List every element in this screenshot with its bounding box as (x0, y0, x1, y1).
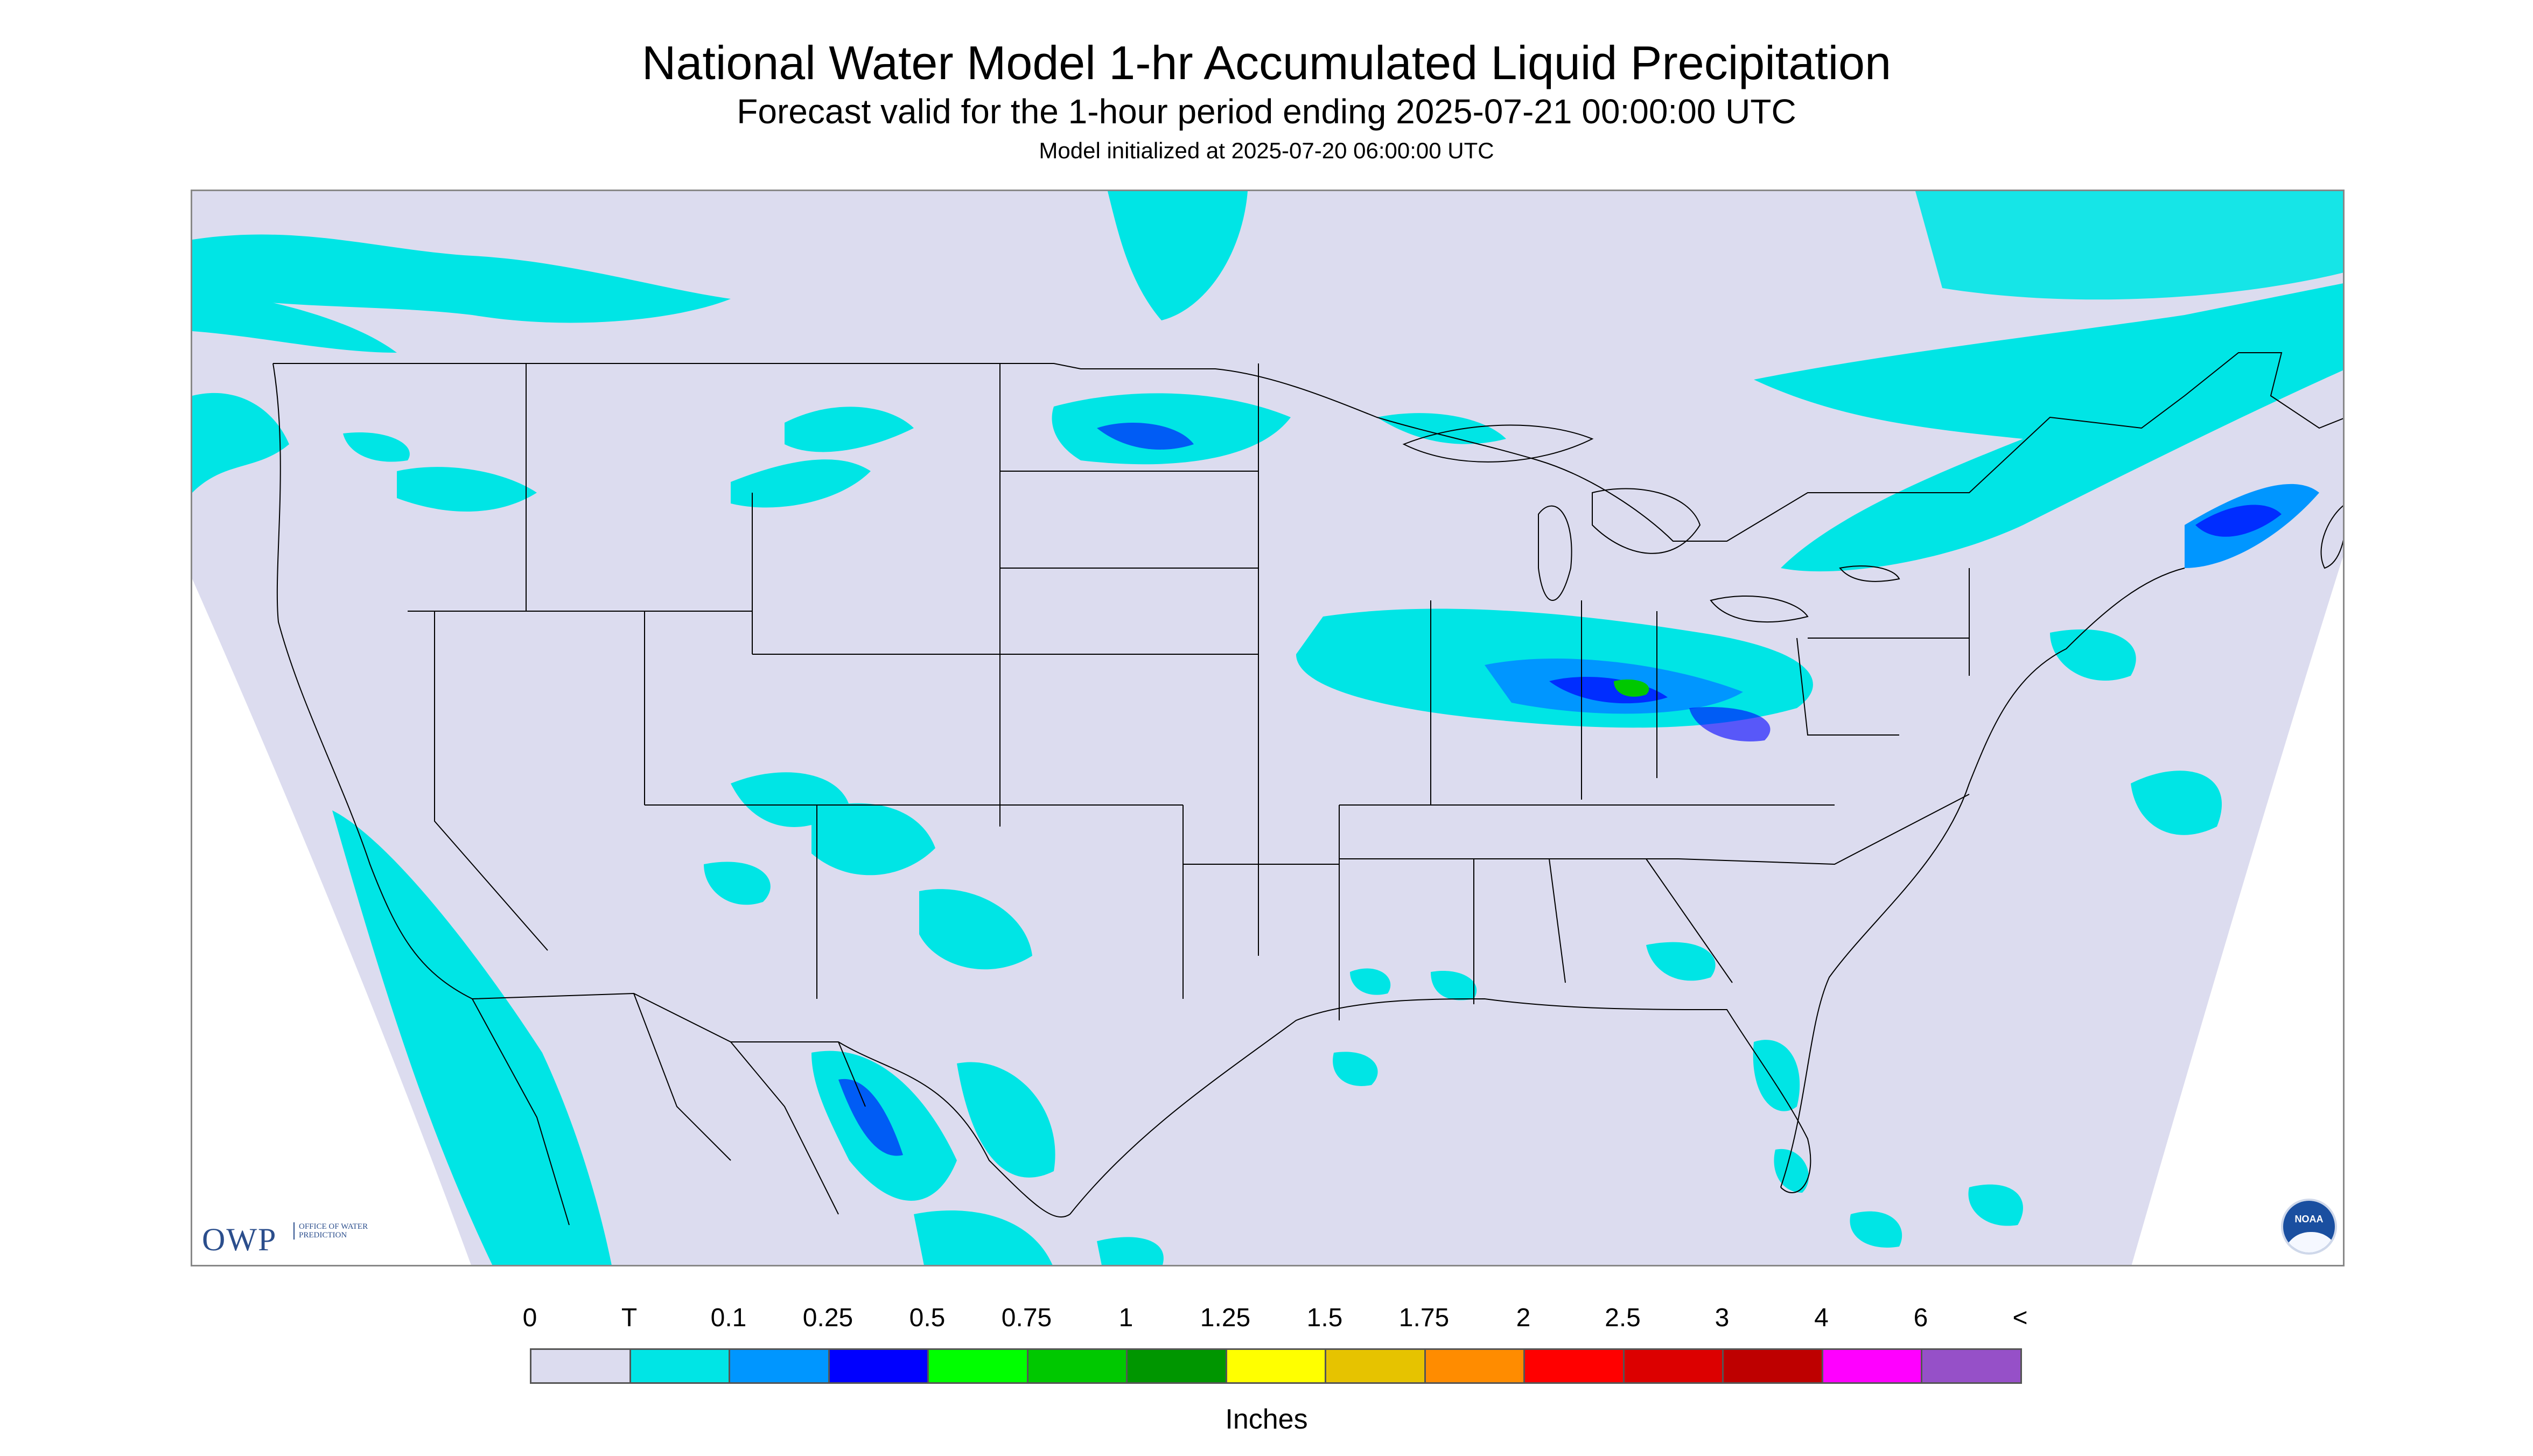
model-domain (192, 191, 2343, 1265)
legend-swatch-2 (729, 1348, 830, 1384)
legend-tick-label: 4 (1814, 1304, 1829, 1332)
legend-tick-label: 1.25 (1200, 1304, 1251, 1332)
legend-swatch-10 (1523, 1348, 1625, 1384)
legend-tick-label: 2 (1516, 1304, 1531, 1332)
noaa-wave-icon (2283, 1232, 2335, 1252)
legend-units-label: Inches (1225, 1404, 1308, 1435)
model-init-note: Model initialized at 2025-07-20 06:00:00… (1039, 138, 1494, 163)
precipitation-map (191, 190, 2345, 1266)
owp-logo: OWP OFFICE OF WATER PREDICTION (202, 1221, 368, 1257)
legend-swatch-11 (1622, 1348, 1724, 1384)
legend-tick-label: 2.5 (1605, 1304, 1641, 1332)
legend-tick-label: 0.1 (710, 1304, 747, 1332)
legend-swatch-14 (1921, 1348, 2022, 1384)
legend-tick-label: < (2012, 1304, 2028, 1332)
owp-logo-caption: OFFICE OF WATER PREDICTION (293, 1222, 374, 1240)
noaa-logo: NOAA (2281, 1199, 2337, 1255)
legend-swatch-1 (629, 1348, 730, 1384)
legend-tick-label: 1 (1118, 1304, 1133, 1332)
legend-tick-label: 0.25 (802, 1304, 853, 1332)
legend-swatch-9 (1424, 1348, 1525, 1384)
noaa-logo-text: NOAA (2294, 1214, 2324, 1224)
legend-tick-label: 0.5 (909, 1304, 946, 1332)
map-title: National Water Model 1-hr Accumulated Li… (641, 36, 1892, 89)
legend-swatch-0 (530, 1348, 631, 1384)
legend-tick-label: 6 (1913, 1304, 1928, 1332)
state-boundaries (272, 352, 2343, 1226)
legend-swatch-7 (1225, 1348, 1326, 1384)
legend-swatch-13 (1821, 1348, 1922, 1384)
forecast-valid-subtitle: Forecast valid for the 1-hour period end… (737, 92, 1796, 131)
legend-tick-label: 0 (522, 1304, 537, 1332)
legend-swatch-6 (1126, 1348, 1227, 1384)
legend-tick-label: 1.5 (1306, 1304, 1343, 1332)
legend-swatch-12 (1722, 1348, 1823, 1384)
legend-swatch-8 (1325, 1348, 1426, 1384)
legend-tick-label: 1.75 (1398, 1304, 1450, 1332)
legend-tick-label: 0.75 (1001, 1304, 1052, 1332)
legend-swatch-3 (828, 1348, 929, 1384)
legend-swatch-4 (927, 1348, 1028, 1384)
legend-tick-label: 3 (1715, 1304, 1730, 1332)
legend-tick-label: T (621, 1304, 638, 1332)
precipitation-areas (192, 191, 2343, 1265)
legend-swatch-5 (1026, 1348, 1128, 1384)
owp-logo-text: OWP (202, 1222, 277, 1257)
